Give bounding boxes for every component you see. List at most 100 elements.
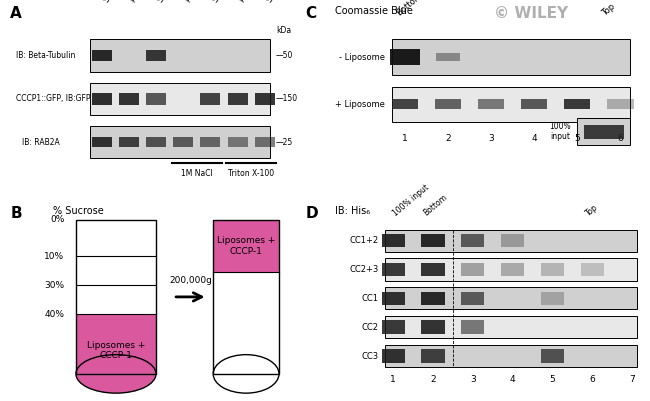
- Text: 2: 2: [445, 134, 450, 143]
- Text: S90: S90: [156, 0, 172, 4]
- Bar: [227, 93, 248, 105]
- Bar: [119, 137, 139, 147]
- Bar: [146, 50, 166, 61]
- Text: 2: 2: [430, 375, 436, 384]
- Bar: [436, 53, 460, 61]
- Text: CC2+3: CC2+3: [349, 265, 378, 274]
- Text: 100% input: 100% input: [391, 183, 431, 218]
- Bar: [382, 234, 405, 247]
- Bar: [213, 220, 279, 374]
- Bar: [461, 263, 484, 276]
- Text: 100%
input: 100% input: [549, 122, 571, 142]
- Text: 6: 6: [590, 375, 595, 384]
- Text: 7: 7: [629, 375, 635, 384]
- Bar: [501, 263, 524, 276]
- Text: CCCP1::GFP, IB:GFP: CCCP1::GFP, IB:GFP: [16, 94, 90, 103]
- Bar: [382, 349, 405, 363]
- Bar: [382, 320, 405, 334]
- Bar: [200, 137, 220, 147]
- Bar: [76, 220, 156, 374]
- Bar: [541, 292, 564, 305]
- Text: B: B: [10, 207, 21, 221]
- Bar: [580, 263, 604, 276]
- Bar: [541, 263, 564, 276]
- Bar: [421, 320, 445, 334]
- Bar: [577, 118, 630, 146]
- Bar: [461, 292, 484, 305]
- Ellipse shape: [76, 354, 156, 393]
- Bar: [385, 258, 637, 281]
- Bar: [255, 137, 275, 147]
- Bar: [461, 234, 484, 247]
- Text: P90: P90: [237, 0, 253, 4]
- Text: Liposomes +
CCCP-1: Liposomes + CCCP-1: [86, 341, 145, 360]
- Text: Liposomes +
CCCP-1: Liposomes + CCCP-1: [217, 236, 276, 255]
- Bar: [213, 220, 279, 374]
- Bar: [390, 49, 420, 65]
- Text: D: D: [306, 207, 318, 221]
- Bar: [385, 316, 637, 338]
- Bar: [391, 99, 418, 109]
- Text: Coomassie Blue: Coomassie Blue: [335, 6, 413, 16]
- Bar: [200, 93, 220, 105]
- Text: + Liposome: + Liposome: [335, 100, 385, 109]
- Bar: [478, 99, 504, 109]
- Bar: [435, 99, 461, 109]
- Text: C: C: [306, 6, 317, 21]
- Text: 3: 3: [488, 134, 494, 143]
- Text: kDa: kDa: [276, 26, 291, 35]
- Text: —25: —25: [276, 138, 293, 146]
- Bar: [391, 39, 630, 75]
- Bar: [382, 263, 405, 276]
- Text: 5: 5: [549, 375, 555, 384]
- Bar: [584, 125, 623, 139]
- Text: 1M NaCl: 1M NaCl: [181, 169, 213, 178]
- Bar: [541, 349, 564, 363]
- Bar: [421, 349, 445, 363]
- Bar: [382, 292, 405, 305]
- Bar: [119, 93, 139, 105]
- Bar: [92, 93, 112, 105]
- Bar: [607, 99, 634, 109]
- Text: —150: —150: [276, 94, 298, 103]
- Text: 4: 4: [531, 134, 537, 143]
- Text: P90: P90: [183, 0, 199, 4]
- Text: P90: P90: [129, 0, 144, 4]
- Text: 3: 3: [470, 375, 476, 384]
- Bar: [227, 137, 248, 147]
- Text: 10%: 10%: [44, 252, 64, 261]
- Text: IB: RAB2A: IB: RAB2A: [21, 138, 59, 146]
- Text: 5: 5: [575, 134, 580, 143]
- Bar: [90, 126, 270, 158]
- Bar: [385, 345, 637, 367]
- Bar: [90, 83, 270, 115]
- Text: 30%: 30%: [44, 281, 64, 290]
- Text: © WILEY: © WILEY: [495, 6, 569, 21]
- Bar: [76, 314, 156, 374]
- Bar: [76, 220, 156, 374]
- Text: Bottom: Bottom: [421, 193, 448, 218]
- Bar: [146, 93, 166, 105]
- Bar: [521, 99, 547, 109]
- Text: CC2: CC2: [361, 323, 378, 332]
- Bar: [385, 229, 637, 252]
- Bar: [501, 234, 524, 247]
- Text: A: A: [10, 6, 22, 21]
- Text: IB: His₆: IB: His₆: [335, 207, 370, 217]
- Bar: [92, 50, 112, 61]
- Bar: [391, 87, 630, 122]
- Text: S13: S13: [101, 0, 117, 4]
- Bar: [564, 99, 590, 109]
- Text: CC3: CC3: [361, 352, 378, 360]
- Text: 40%: 40%: [44, 310, 64, 319]
- Text: Bottom: Bottom: [395, 0, 424, 18]
- Text: 1: 1: [391, 375, 396, 384]
- Bar: [461, 320, 484, 334]
- Text: IB: Beta-Tubulin: IB: Beta-Tubulin: [16, 51, 75, 60]
- Text: - Liposome: - Liposome: [339, 53, 385, 62]
- Text: % Sucrose: % Sucrose: [53, 207, 104, 217]
- Text: CC1: CC1: [361, 294, 378, 303]
- Text: 200,000g: 200,000g: [169, 276, 212, 286]
- Bar: [90, 39, 270, 72]
- Bar: [173, 137, 193, 147]
